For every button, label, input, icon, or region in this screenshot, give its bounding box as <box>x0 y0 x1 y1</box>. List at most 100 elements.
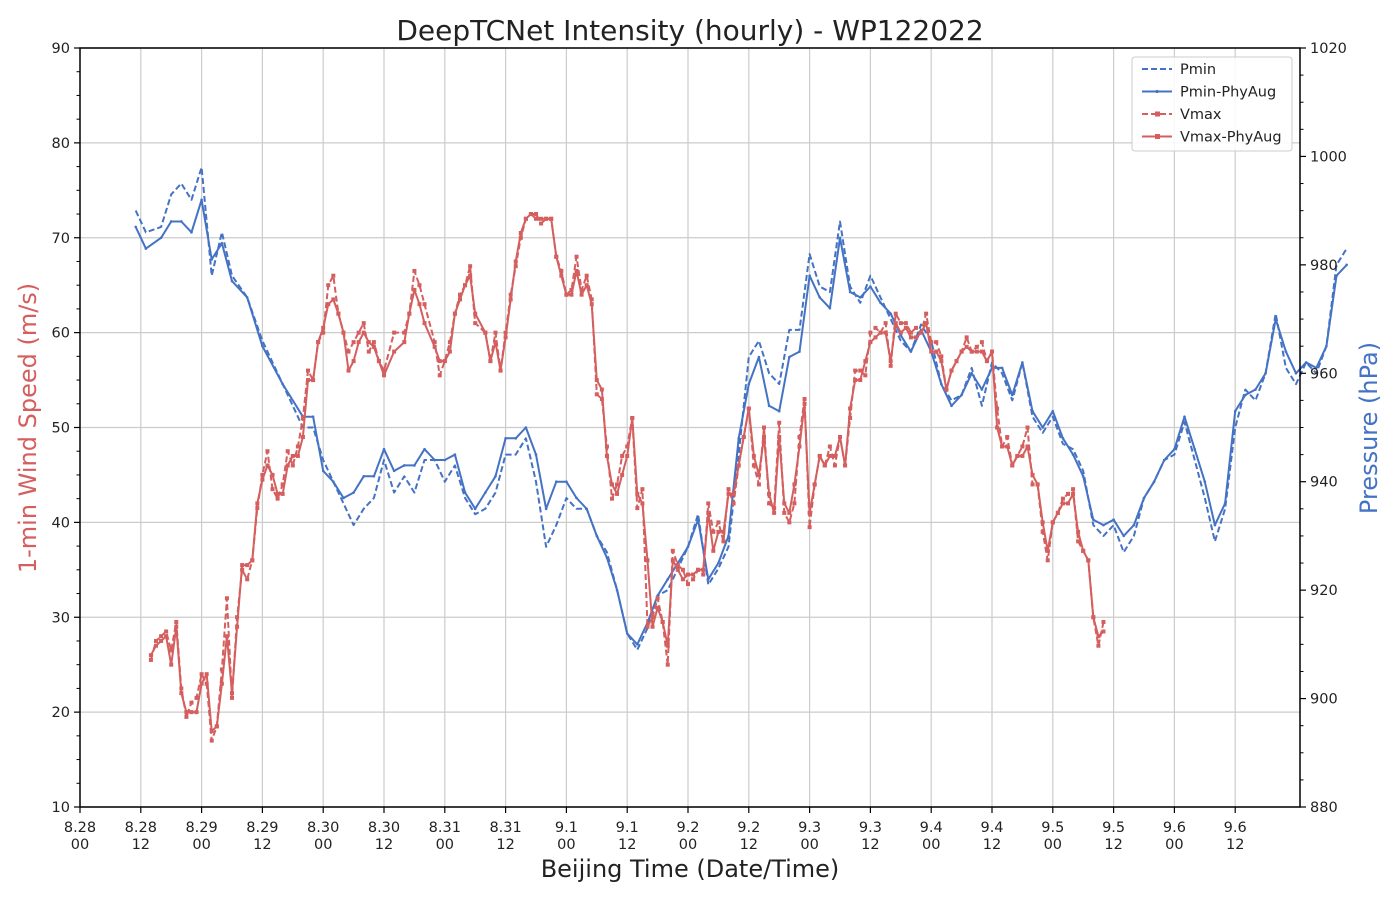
data-point <box>346 349 351 354</box>
series-line-pmin-phyaug <box>134 198 1348 646</box>
data-point <box>366 349 371 354</box>
data-point <box>788 355 791 359</box>
data-point <box>1060 496 1065 501</box>
data-point <box>280 482 285 487</box>
data-point <box>1000 366 1004 370</box>
data-point <box>1264 371 1267 375</box>
data-point <box>351 359 356 364</box>
data-point <box>169 648 174 653</box>
x-tick-time: 00 <box>922 837 940 853</box>
x-axis-label: Beijing Time (Date/Time) <box>541 855 840 883</box>
data-point <box>747 382 751 386</box>
data-point <box>189 700 194 705</box>
data-point <box>1020 444 1025 449</box>
data-point <box>818 296 822 299</box>
data-point <box>539 216 544 221</box>
data-point <box>463 283 468 288</box>
data-point <box>605 556 609 559</box>
data-point <box>670 558 675 563</box>
data-point <box>919 330 924 335</box>
data-point <box>164 629 169 634</box>
data-point <box>827 444 832 449</box>
data-point <box>939 354 944 359</box>
data-point <box>721 539 726 544</box>
data-point <box>270 472 275 477</box>
data-point <box>802 397 807 402</box>
data-point <box>473 321 478 326</box>
data-point <box>295 444 300 449</box>
legend-label: Pmin-PhyAug <box>1180 85 1276 101</box>
data-point <box>1005 434 1010 439</box>
x-axis: 8.28008.28128.29008.29128.30008.30128.31… <box>64 807 1247 853</box>
data-point <box>665 662 670 667</box>
data-point <box>1076 539 1081 544</box>
left-tick-label: 10 <box>52 800 70 816</box>
data-point <box>300 434 305 439</box>
data-point <box>361 330 366 335</box>
data-point <box>675 567 680 572</box>
left-tick-label: 80 <box>52 136 70 152</box>
data-point <box>807 510 812 515</box>
right-tick-label: 1020 <box>1310 41 1347 57</box>
data-point <box>716 529 721 534</box>
data-point <box>1040 529 1045 534</box>
data-point <box>565 480 568 484</box>
data-point <box>979 340 984 345</box>
right-tick-label: 940 <box>1310 475 1338 491</box>
x-tick-time: 12 <box>496 837 514 853</box>
left-y-axis-label: 1-min Wind Speed (m/s) <box>14 283 42 573</box>
data-point <box>575 496 578 500</box>
data-point <box>1031 409 1034 413</box>
x-tick-date: 8.31 <box>489 820 521 836</box>
data-point <box>726 487 731 492</box>
data-point <box>995 406 1000 411</box>
data-point <box>311 415 315 418</box>
data-point <box>220 241 224 245</box>
data-point <box>974 344 979 349</box>
data-point <box>736 463 741 468</box>
data-point <box>797 444 802 449</box>
x-tick-date: 8.28 <box>64 820 96 836</box>
data-point <box>1193 447 1196 451</box>
data-point <box>893 321 898 326</box>
data-point <box>665 643 670 648</box>
data-point <box>209 738 214 743</box>
data-point <box>751 463 756 468</box>
x-tick-date: 9.2 <box>676 820 699 836</box>
data-point <box>306 378 310 383</box>
data-point <box>224 596 229 601</box>
data-point <box>655 596 660 601</box>
right-tick-label: 1000 <box>1310 149 1347 165</box>
data-point <box>1132 523 1136 527</box>
data-point <box>144 247 148 250</box>
data-point <box>899 334 903 337</box>
x-tick-time: 12 <box>1104 837 1122 853</box>
data-point <box>1244 393 1247 397</box>
data-point <box>1086 558 1091 563</box>
data-point <box>716 520 721 525</box>
right-tick-label: 960 <box>1310 366 1338 382</box>
data-point <box>670 548 675 553</box>
legend-marker <box>1155 134 1160 139</box>
data-point <box>595 534 599 538</box>
data-point <box>1030 482 1035 487</box>
left-tick-label: 30 <box>52 610 70 626</box>
data-point <box>888 363 893 368</box>
data-point <box>1203 480 1207 484</box>
data-point <box>433 458 436 462</box>
data-point <box>332 480 335 484</box>
data-point <box>838 236 842 240</box>
data-point <box>321 325 326 330</box>
data-point <box>402 340 407 345</box>
data-point <box>285 463 290 468</box>
x-tick-time: 00 <box>192 837 210 853</box>
x-tick-time: 12 <box>132 837 150 853</box>
data-point <box>214 724 219 729</box>
data-point <box>331 273 336 278</box>
data-point <box>311 378 316 383</box>
right-tick-label: 880 <box>1310 800 1338 816</box>
data-point <box>574 268 579 273</box>
legend-item: Pmin <box>1142 62 1216 78</box>
data-point <box>660 619 665 624</box>
